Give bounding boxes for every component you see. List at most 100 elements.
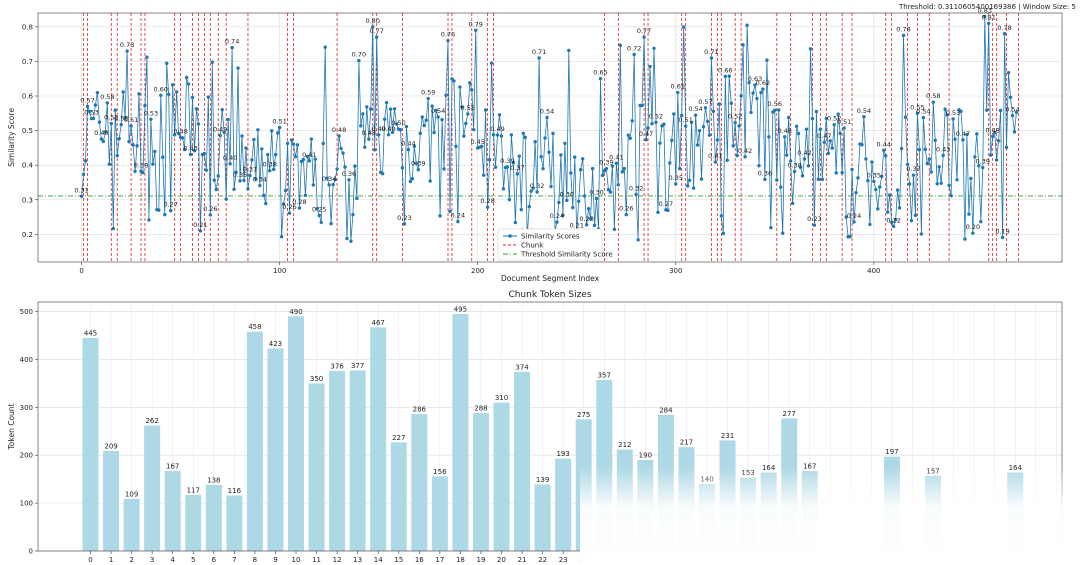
similarity-point — [412, 144, 417, 149]
similarity-point — [533, 140, 537, 144]
similarity-point — [125, 49, 129, 53]
point-label: 0.53 — [946, 109, 960, 117]
point-label: 0.54 — [857, 107, 871, 115]
similarity-point — [634, 192, 638, 197]
point-label: 0.48 — [332, 126, 346, 134]
similarity-point — [719, 214, 724, 218]
similarity-point — [961, 138, 965, 142]
ytick-label: 0 — [29, 548, 33, 556]
similarity-point — [127, 140, 131, 144]
similarity-point — [646, 126, 650, 130]
similarity-point — [325, 176, 329, 180]
similarity-point — [751, 91, 755, 95]
similarity-point — [1006, 70, 1011, 75]
similarity-point — [610, 164, 615, 168]
point-label: 0.39 — [500, 157, 514, 165]
similarity-point — [695, 143, 700, 147]
point-label: 0.43 — [936, 145, 950, 153]
bar-value-label: 197 — [885, 448, 898, 456]
point-label: 0.35 — [233, 171, 247, 179]
xtick-label: 6 — [212, 556, 217, 564]
similarity-point — [725, 158, 729, 163]
similarity-point — [159, 93, 163, 97]
point-label: 0.31 — [74, 186, 88, 194]
similarity-point — [408, 179, 413, 184]
point-label: 0.51 — [678, 116, 692, 124]
point-label: 0.51 — [124, 116, 138, 124]
point-label: 0.77 — [637, 27, 651, 35]
xtick-label: 5 — [191, 556, 195, 564]
similarity-point — [773, 108, 777, 112]
similarity-point — [460, 105, 464, 109]
similarity-point — [945, 113, 949, 117]
similarity-point — [238, 179, 242, 183]
similarity-point — [604, 166, 609, 171]
similarity-point — [515, 172, 520, 176]
point-label: 0.78 — [997, 24, 1011, 32]
point-label: 0.45 — [470, 138, 484, 146]
bar-value-label: 156 — [433, 468, 447, 476]
similarity-point — [398, 127, 403, 132]
similarity-point — [430, 104, 434, 108]
bar-value-label: 495 — [454, 305, 467, 313]
similarity-point — [246, 187, 250, 191]
point-label: 0.23 — [397, 214, 411, 222]
point-label: 0.53 — [84, 109, 98, 117]
similarity-point — [796, 131, 801, 136]
plot-frame-2 — [37, 301, 1063, 552]
similarity-point — [214, 187, 218, 192]
similarity-point — [808, 47, 813, 51]
xtick-label: 200 — [471, 267, 484, 275]
bar — [103, 450, 120, 551]
similarity-point — [222, 130, 226, 134]
similarity-point — [236, 66, 240, 70]
point-label: 0.54 — [431, 107, 445, 115]
point-label: 0.32 — [530, 182, 544, 190]
similarity-point — [745, 23, 749, 27]
similarity-point — [497, 113, 502, 117]
similarity-point — [689, 120, 694, 125]
similarity-point — [590, 166, 595, 171]
bar-value-label: 153 — [741, 469, 754, 477]
similarity-point — [1002, 32, 1007, 36]
point-label: 0.51 — [837, 118, 851, 126]
point-label: 0.50 — [391, 119, 405, 127]
xtick-label: 4 — [170, 556, 175, 564]
similarity-point — [210, 60, 214, 64]
point-label: 0.80 — [365, 17, 379, 25]
bar-value-label: 164 — [1009, 464, 1023, 472]
similarity-point — [711, 109, 716, 113]
similarity-point — [921, 115, 926, 120]
similarity-point — [1012, 130, 1017, 134]
similarity-point — [670, 138, 674, 143]
similarity-point — [909, 218, 914, 223]
similarity-point — [505, 165, 510, 169]
similarity-point — [111, 226, 115, 231]
similarity-point — [683, 124, 688, 128]
similarity-point — [254, 177, 258, 181]
similarity-point — [172, 133, 177, 137]
bar-value-label: 167 — [803, 463, 816, 471]
similarity-point — [240, 134, 244, 138]
point-label: 0.54 — [916, 108, 930, 116]
similarity-point — [119, 122, 123, 127]
similarity-point — [315, 206, 319, 211]
similarity-point — [650, 122, 654, 126]
similarity-point — [91, 116, 96, 121]
similarity-point — [83, 159, 88, 163]
xtick-label: 400 — [867, 267, 880, 275]
similarity-point — [733, 121, 737, 125]
bar — [781, 418, 798, 551]
similarity-point — [573, 155, 577, 159]
plot-frame-1 — [37, 12, 1063, 263]
point-label: 0.38 — [134, 161, 148, 169]
similarity-point — [658, 141, 662, 145]
similarity-point — [753, 83, 757, 87]
similarity-point — [844, 215, 848, 219]
point-label: 0.79 — [468, 20, 482, 28]
similarity-point — [729, 101, 733, 105]
similarity-point — [145, 55, 149, 59]
similarity-point — [951, 117, 955, 121]
point-label: 0.55 — [461, 104, 475, 112]
point-label: 0.42 — [797, 149, 811, 157]
